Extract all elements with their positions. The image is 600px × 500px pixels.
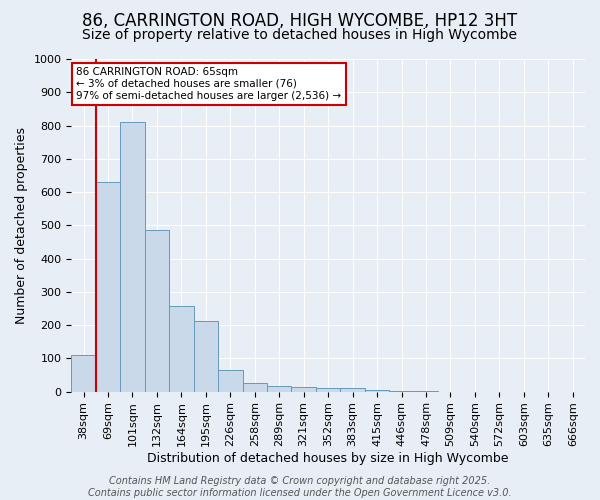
Bar — [194, 321, 218, 392]
Text: 86 CARRINGTON ROAD: 65sqm
← 3% of detached houses are smaller (76)
97% of semi-d: 86 CARRINGTON ROAD: 65sqm ← 3% of detach… — [76, 68, 341, 100]
Bar — [71, 355, 96, 392]
Bar — [389, 391, 414, 392]
Bar — [120, 122, 145, 392]
Bar — [96, 182, 120, 392]
X-axis label: Distribution of detached houses by size in High Wycombe: Distribution of detached houses by size … — [148, 452, 509, 465]
Bar — [292, 388, 316, 392]
Text: 86, CARRINGTON ROAD, HIGH WYCOMBE, HP12 3HT: 86, CARRINGTON ROAD, HIGH WYCOMBE, HP12 … — [82, 12, 518, 30]
Bar — [316, 388, 340, 392]
Bar — [169, 306, 194, 392]
Y-axis label: Number of detached properties: Number of detached properties — [15, 127, 28, 324]
Bar — [218, 370, 242, 392]
Text: Size of property relative to detached houses in High Wycombe: Size of property relative to detached ho… — [83, 28, 517, 42]
Bar — [242, 382, 267, 392]
Bar — [340, 388, 365, 392]
Text: Contains HM Land Registry data © Crown copyright and database right 2025.
Contai: Contains HM Land Registry data © Crown c… — [88, 476, 512, 498]
Bar — [267, 386, 292, 392]
Bar — [365, 390, 389, 392]
Bar — [145, 230, 169, 392]
